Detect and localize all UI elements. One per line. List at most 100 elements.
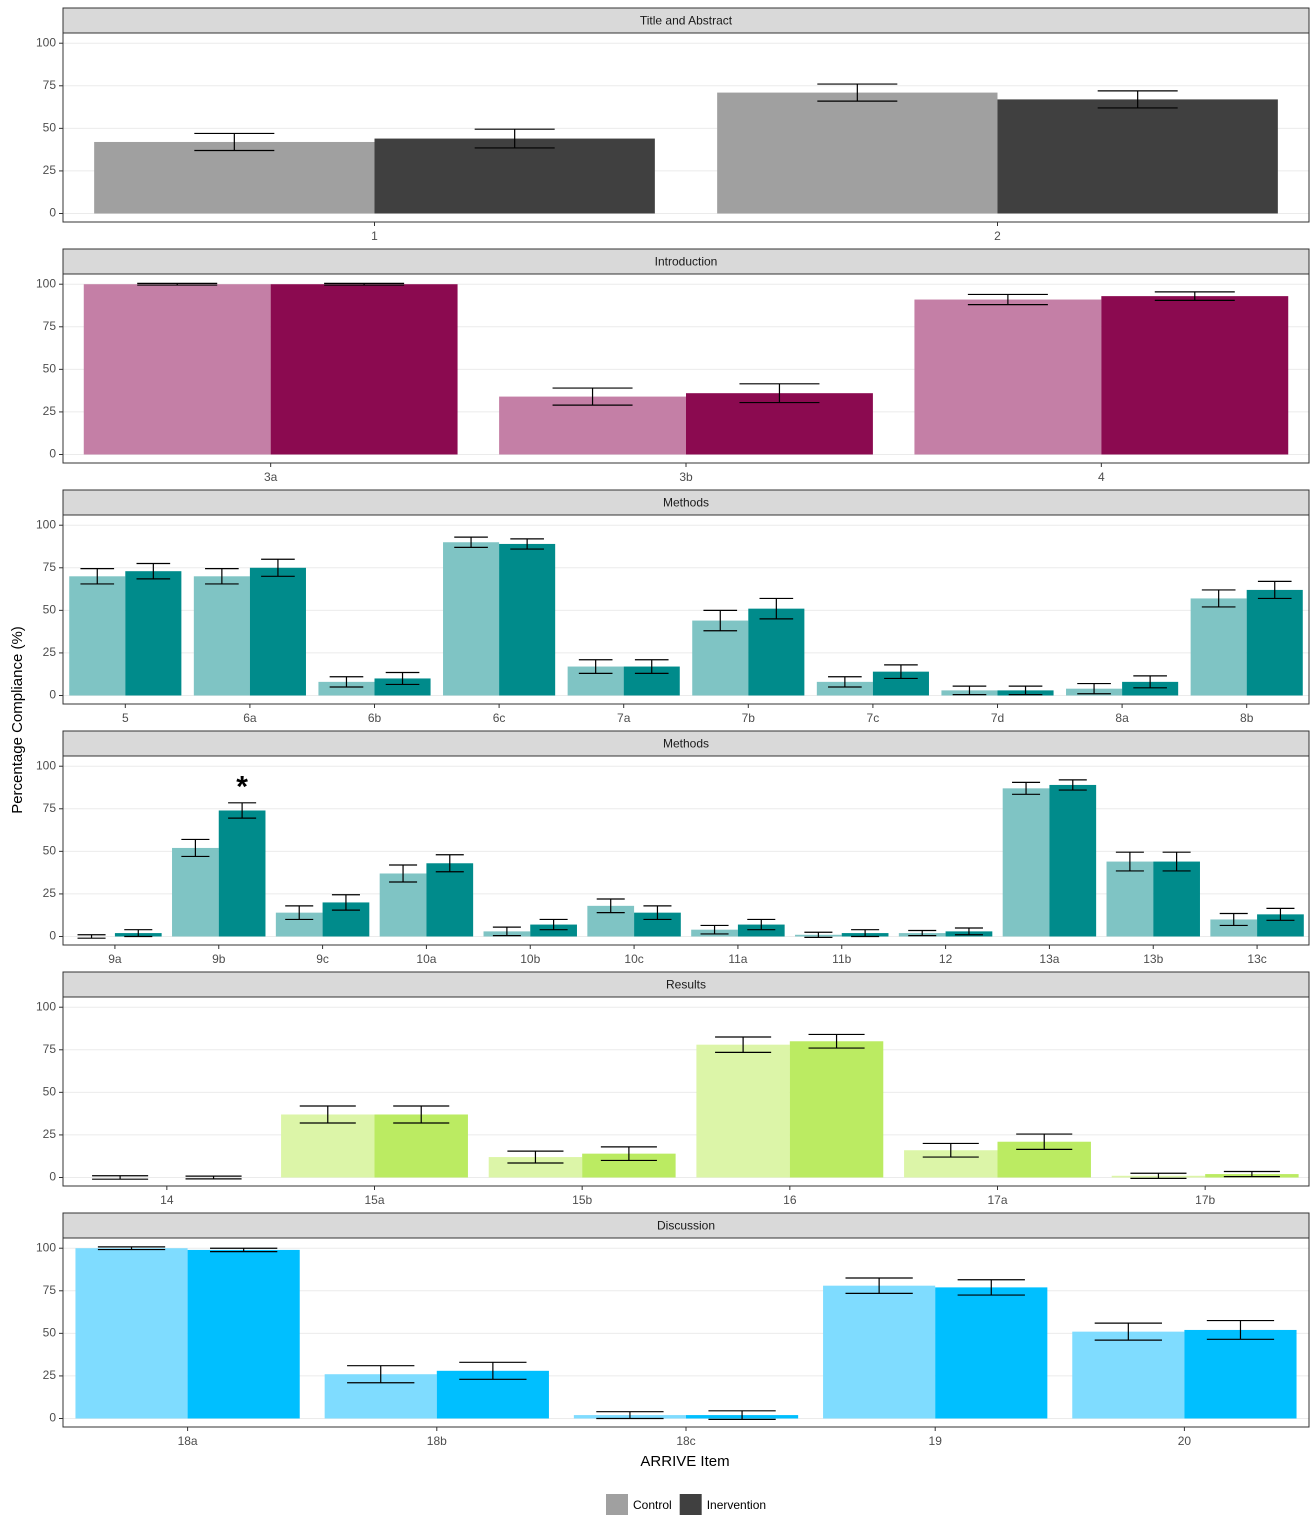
bar xyxy=(1210,919,1258,937)
error-bar xyxy=(1008,685,1043,696)
x-tick-label: 4 xyxy=(1098,470,1105,484)
error-bar xyxy=(92,1175,149,1180)
x-tick-label: 16 xyxy=(783,1193,797,1207)
panel-title: Methods xyxy=(663,496,709,510)
bar xyxy=(499,543,556,696)
error-bar xyxy=(1058,779,1087,791)
bar xyxy=(686,393,873,455)
error-bar xyxy=(804,931,833,938)
error-bar xyxy=(539,918,568,931)
error-bar xyxy=(435,854,464,873)
error-bar xyxy=(1154,291,1235,301)
x-tick-label: 9a xyxy=(108,952,122,966)
error-bar xyxy=(851,929,880,938)
y-tick-label: 25 xyxy=(43,645,57,659)
error-bar xyxy=(1016,1133,1073,1150)
y-tick-label: 75 xyxy=(43,1283,57,1297)
panel-title: Methods xyxy=(663,737,709,751)
error-bar xyxy=(1133,675,1167,689)
error-bar xyxy=(952,685,987,696)
bar xyxy=(1049,784,1097,937)
x-tick-label: 7d xyxy=(991,711,1004,725)
y-tick-label: 25 xyxy=(43,1127,57,1141)
x-tick-label: 18c xyxy=(676,1434,695,1448)
annotation: * xyxy=(236,771,248,804)
bar xyxy=(530,924,577,937)
error-bar xyxy=(507,1150,564,1164)
bar xyxy=(1190,598,1247,696)
bar xyxy=(187,1249,300,1419)
x-tick-label: 11a xyxy=(728,952,747,966)
strip xyxy=(62,248,1310,275)
y-tick-label: 25 xyxy=(43,886,57,900)
error-bar xyxy=(492,926,521,937)
y-tick-label: 50 xyxy=(43,121,57,135)
x-tick-label: 20 xyxy=(1178,1434,1192,1448)
x-tick-label: 3a xyxy=(264,470,278,484)
error-bar xyxy=(136,562,171,580)
error-bar xyxy=(124,929,153,938)
x-tick-label: 7a xyxy=(617,711,631,725)
bar xyxy=(1002,788,1050,937)
x-tick-label: 8a xyxy=(1115,711,1129,725)
x-tick-label: 9b xyxy=(212,952,226,966)
error-bar xyxy=(299,1105,356,1124)
error-bar xyxy=(708,1410,776,1420)
bar xyxy=(69,576,126,696)
error-bar xyxy=(828,676,862,688)
error-bar xyxy=(1012,781,1041,795)
error-bar xyxy=(845,1277,913,1294)
x-tick-label: 19 xyxy=(929,1434,943,1448)
error-bar xyxy=(967,293,1048,306)
error-bar xyxy=(884,664,918,680)
strip xyxy=(62,1212,1310,1239)
error-bar xyxy=(137,282,218,286)
error-bar xyxy=(329,676,364,688)
x-tick-label: 10a xyxy=(416,952,436,966)
error-bar xyxy=(77,934,106,939)
y-tick-label: 0 xyxy=(49,1411,56,1425)
bar xyxy=(374,1114,468,1178)
x-tick-label: 12 xyxy=(939,952,953,966)
error-bar xyxy=(347,1365,415,1384)
y-tick-label: 75 xyxy=(43,78,57,92)
x-tick-label: 3b xyxy=(679,470,693,484)
y-tick-label: 75 xyxy=(43,1042,57,1056)
error-bar xyxy=(510,538,544,550)
x-tick-label: 11b xyxy=(832,952,851,966)
error-bar xyxy=(1097,90,1178,109)
panel-border xyxy=(62,514,1310,705)
bar xyxy=(872,671,929,696)
error-bar xyxy=(80,568,115,585)
bar xyxy=(1122,681,1179,696)
bar xyxy=(218,810,266,937)
error-bar xyxy=(759,597,794,620)
bar xyxy=(374,678,431,696)
bar xyxy=(935,1287,1048,1419)
x-tick-label: 5 xyxy=(122,711,129,725)
y-tick-label: 75 xyxy=(43,560,57,574)
x-tick-label: 6a xyxy=(243,711,257,725)
bar xyxy=(1184,1329,1297,1419)
y-tick-label: 100 xyxy=(36,35,56,49)
error-bar xyxy=(817,83,898,102)
y-tick-label: 75 xyxy=(43,319,57,333)
error-bar xyxy=(1219,912,1248,927)
error-bar xyxy=(181,838,210,858)
y-tick-label: 25 xyxy=(43,1368,57,1382)
legend-label: Inervention xyxy=(707,1498,766,1512)
error-bar xyxy=(324,282,405,286)
bar xyxy=(94,141,375,214)
x-tick-label: 7c xyxy=(867,711,880,725)
strip xyxy=(62,7,1310,34)
panel-border xyxy=(62,996,1310,1187)
error-bar xyxy=(185,1175,242,1180)
error-bar xyxy=(454,536,488,548)
bar xyxy=(823,1285,936,1419)
error-bar xyxy=(596,1411,664,1420)
bar xyxy=(748,608,805,696)
x-tick-label: 13b xyxy=(1143,952,1163,966)
y-tick-label: 75 xyxy=(43,801,57,815)
